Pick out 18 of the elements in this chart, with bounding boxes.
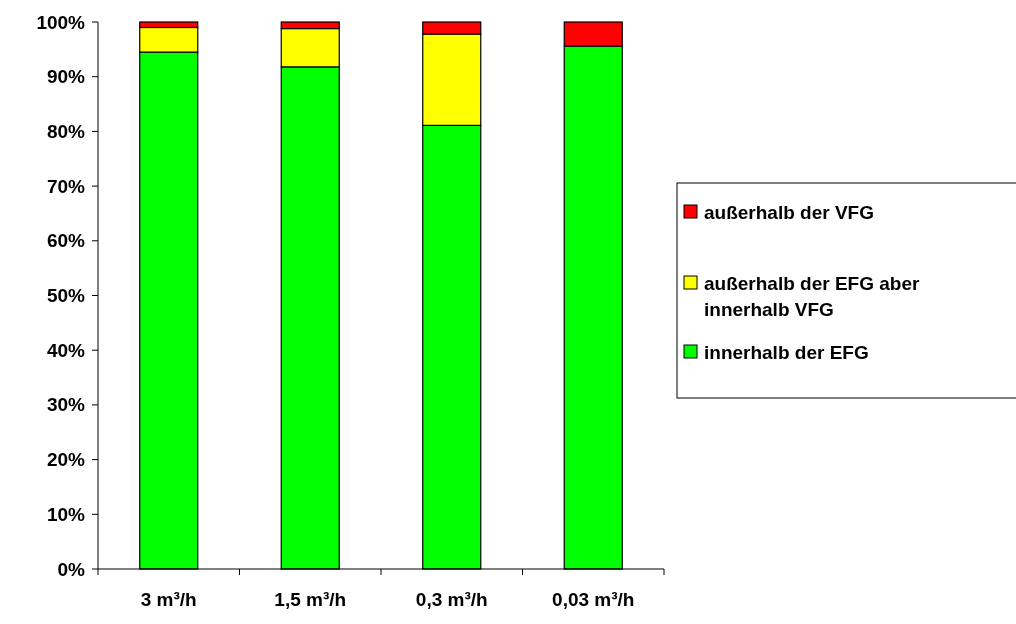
y-tick-label: 0% [57, 558, 86, 580]
y-tick-label: 70% [46, 175, 86, 197]
y-tick-label: 100% [36, 11, 86, 33]
x-tick-label: 1,5 m³/h [274, 589, 347, 610]
y-tick-label: 10% [46, 503, 86, 525]
y-tick-label: 90% [46, 66, 86, 88]
y-tick-label: 20% [46, 449, 86, 471]
x-tick-label: 0,3 m³/h [415, 589, 488, 610]
y-tick-label: 60% [46, 230, 86, 252]
y-tick-label: 80% [46, 120, 86, 142]
y-tick-label: 40% [46, 339, 86, 361]
x-tick-label: 3 m³/h [140, 589, 197, 610]
legend-label: innerhalb der EFG [704, 341, 869, 363]
y-tick-label: 50% [46, 285, 86, 306]
x-tick-label: 0,03 m³/h [552, 589, 635, 610]
legend-label: außerhalb der EFG aber innerhalb VFG [704, 272, 920, 320]
y-tick-label: 30% [46, 394, 86, 416]
legend-label: außerhalb der VFG [704, 201, 874, 223]
